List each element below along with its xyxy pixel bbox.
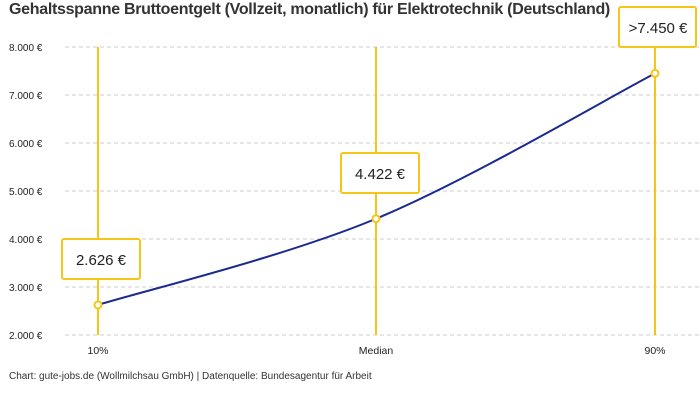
data-label-box	[61, 238, 141, 280]
data-point	[371, 214, 381, 224]
y-tick-label: 3.000 €	[9, 283, 43, 294]
data-label: >7.450 €	[629, 20, 688, 37]
data-label: 2.626 €	[76, 252, 127, 269]
chart-title: Gehaltsspanne Bruttoentgelt (Vollzeit, m…	[9, 1, 610, 18]
y-tick-label: 4.000 €	[9, 235, 43, 246]
y-tick-label: 2.000 €	[9, 331, 43, 342]
x-tick-label: 90%	[644, 345, 665, 357]
data-label-box	[618, 6, 697, 48]
y-tick-label: 8.000 €	[9, 43, 43, 54]
data-label: 4.422 €	[355, 166, 406, 183]
data-point	[650, 68, 660, 78]
data-point	[93, 300, 103, 310]
data-label-box	[340, 152, 420, 194]
y-tick-label: 6.000 €	[9, 139, 43, 150]
x-tick-label: 10%	[87, 345, 108, 357]
y-tick-label: 7.000 €	[9, 91, 43, 102]
x-tick-label: Median	[359, 345, 394, 357]
chart-source-footer: Chart: gute-jobs.de (Wollmilchsau GmbH) …	[9, 371, 372, 382]
y-tick-label: 5.000 €	[9, 187, 43, 198]
